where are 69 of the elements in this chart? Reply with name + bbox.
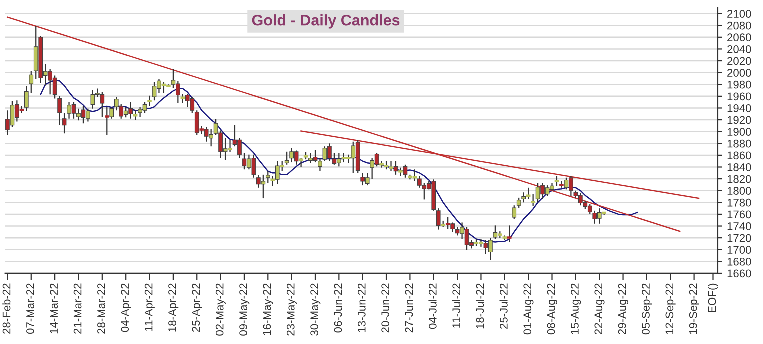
x-tick-label: 12-Sep-22 [666,284,676,334]
candlestick [24,86,29,112]
y-tick-label: 1940 [728,104,752,112]
y-tick-label: 2040 [728,45,752,54]
candlestick [29,70,34,94]
candlestick [62,112,67,134]
y-tick-label: 1740 [728,222,752,230]
y-tick-label: 1800 [728,187,752,195]
y-tick-label: 1920 [728,116,752,124]
x-tick-label: 02-May-22 [216,284,226,336]
y-tick-label: 1980 [728,80,752,89]
y-tick-label: 1780 [728,198,752,207]
x-tick-label: 25-Apr-22 [192,284,202,332]
y-tick-label: 2020 [728,57,752,66]
x-tick-label: 06-Jun-22 [334,284,342,333]
candlestick [512,205,517,220]
y-tick-label: 1880 [728,140,752,148]
x-tick-label: EOF() [708,284,718,313]
x-tick-label: 28-Feb-22 [2,284,11,334]
x-tick-label: 15-Aug-22 [571,284,582,334]
x-tick-label: 27-Jun-22 [405,284,414,333]
y-tick-label: 1840 [728,164,752,172]
candlestick [516,197,522,209]
x-tick-label: 19-Sep-22 [689,284,700,334]
y-tick-label: 2000 [728,69,752,77]
candlestick [58,96,62,126]
candlestick [522,192,526,204]
y-tick-label: 1760 [728,210,752,219]
candlestick [284,151,290,166]
x-tick-label: 18-Jul-22 [476,284,484,329]
x-tick-label: 07-Mar-22 [26,284,34,334]
x-tick-label: 04-Apr-22 [121,284,132,332]
candlestick [227,140,234,154]
y-tick-label: 1960 [728,92,752,101]
x-tick-label: 14-Mar-22 [50,284,58,334]
y-tick-label: 1820 [728,175,752,184]
x-tick-label: 11-Apr-22 [144,284,155,331]
x-tick-label: 29-Aug-22 [618,284,628,335]
y-tick-label: 1680 [728,258,752,266]
x-tick-label: 16-May-22 [263,284,274,336]
candlestick [266,170,270,184]
x-tick-label: 11-Jul-22 [452,284,461,328]
x-tick-label: 20-Jun-22 [382,284,390,333]
x-tick-label: 04-Jul-22 [428,284,437,330]
x-tick-label: 22-Aug-22 [594,284,605,335]
y-tick-label: 1720 [728,234,752,242]
x-tick-label: 28-Mar-22 [98,284,106,334]
x-tick-label: 13-Jun-22 [358,284,366,332]
x-tick-label: 08-Aug-22 [547,284,558,335]
y-tick-label: 1860 [728,152,752,160]
x-tick-label: 09-May-22 [240,284,250,336]
y-tick-label: 1660 [728,270,752,278]
y-tick-label: 2060 [728,34,752,42]
y-tick-label: 2080 [728,22,752,30]
x-tick-label: 25-Jul-22 [500,284,508,329]
x-tick-label: 18-Apr-22 [168,284,179,332]
x-tick-label: 21-Mar-22 [74,284,82,334]
x-tick-label: 30-May-22 [310,284,321,336]
x-tick-label: 01-Aug-22 [524,284,534,335]
x-tick-label: 05-Sep-22 [642,284,652,335]
chart-title: Gold - Daily Candles [252,14,400,29]
y-tick-label: 1700 [728,246,752,254]
y-tick-label: 1900 [728,128,752,136]
candlestick [436,208,441,230]
x-tick-label: 23-May-22 [286,284,297,336]
candlestick [388,160,394,172]
y-tick-label: 2100 [728,10,752,18]
candlestick [110,106,114,120]
candlestick [403,164,408,178]
